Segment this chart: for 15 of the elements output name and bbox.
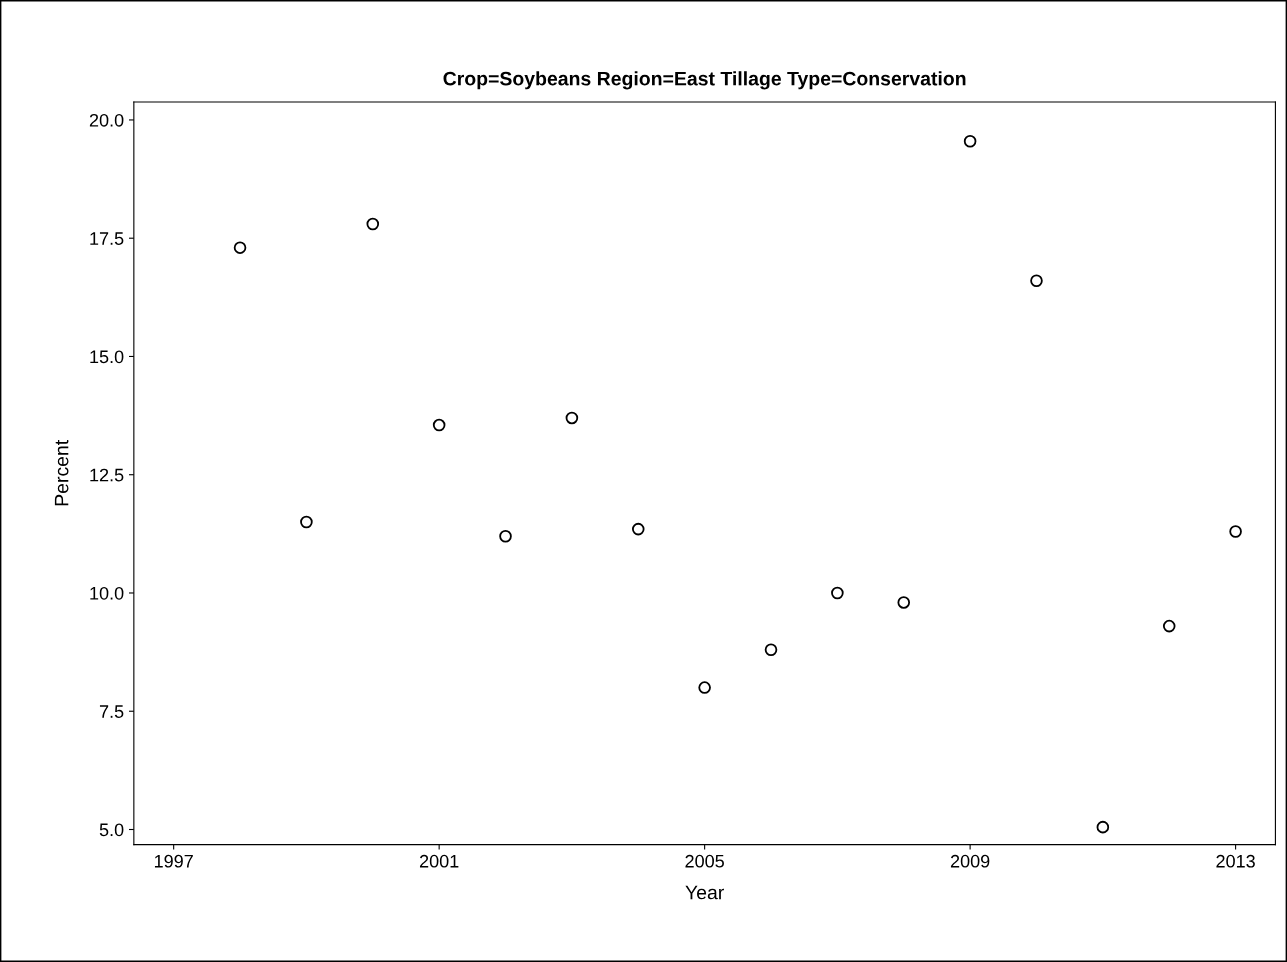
y-tick-label: 5.0: [99, 823, 124, 837]
y-tick-label: 20.0: [89, 113, 124, 127]
x-axis-title: Year: [685, 885, 724, 900]
y-tick-label: 15.0: [90, 350, 124, 364]
y-tick-label: 10.0: [90, 586, 124, 600]
x-tick-label: 2013: [1216, 854, 1255, 868]
x-tick-label: 2009: [950, 854, 990, 868]
x-tick-label: 2001: [419, 854, 459, 868]
x-tick-label: 2005: [685, 854, 724, 868]
y-tick-label: 17.5: [90, 232, 124, 245]
x-tick-label: 1997: [154, 854, 193, 868]
y-axis-title: Percent: [54, 439, 69, 506]
y-tick-label: 7.5: [99, 705, 124, 718]
y-tick-label: 12.5: [90, 468, 124, 482]
chart-title: Crop=Soybeans Region=East Tillage Type=Conservation: [443, 71, 966, 90]
